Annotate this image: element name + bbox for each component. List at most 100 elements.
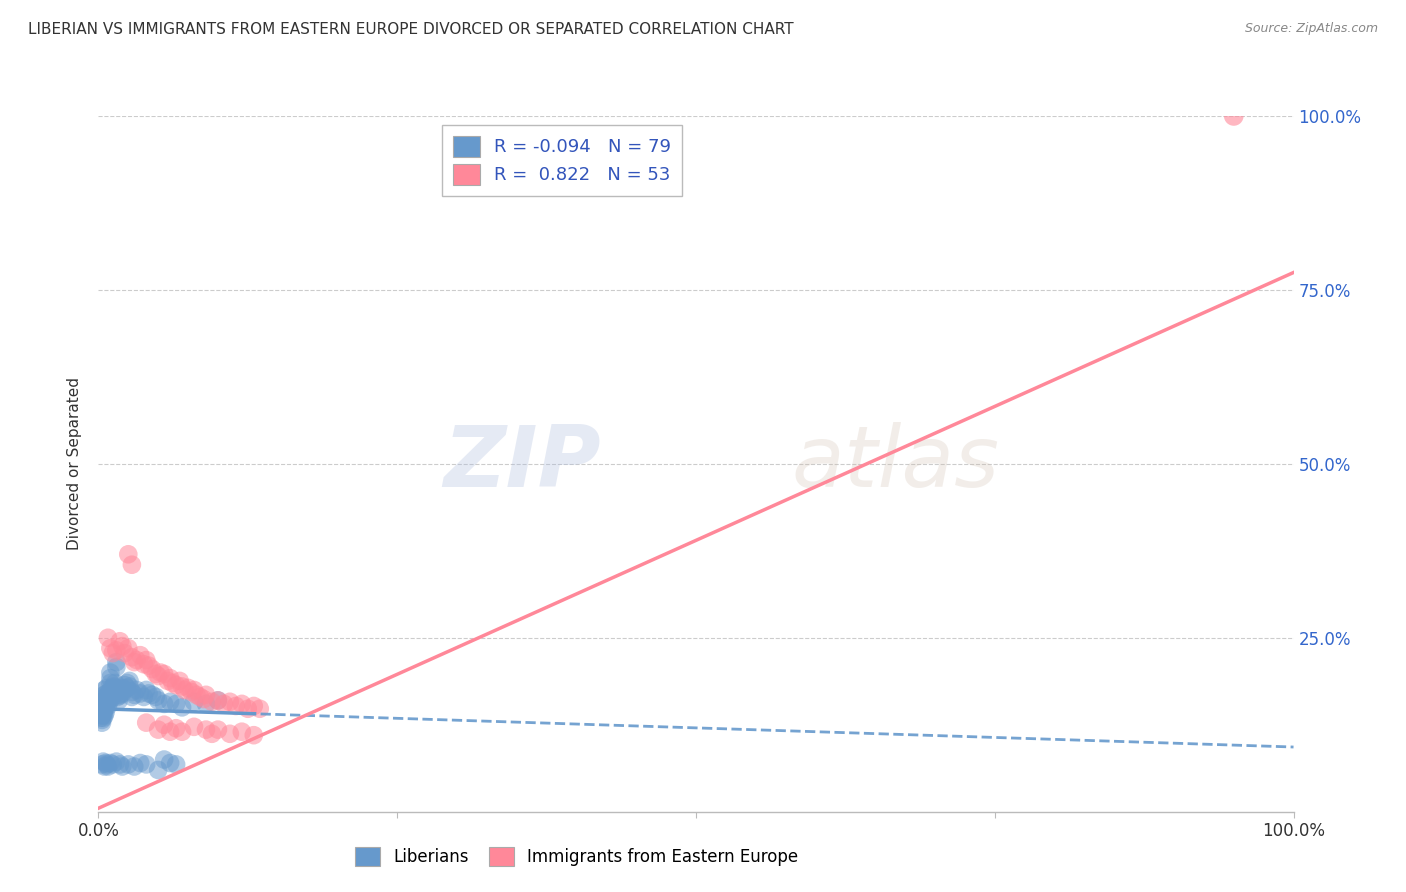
Point: [138, 658, 160, 673]
Point: [153, 753, 176, 767]
Point: [118, 680, 141, 694]
Point: [186, 688, 208, 702]
Point: [91, 706, 114, 720]
Point: [107, 685, 129, 699]
Point: [108, 634, 131, 648]
Point: [132, 657, 155, 672]
Point: [98, 665, 122, 680]
Point: [98, 676, 122, 690]
Point: [94, 700, 117, 714]
Point: [172, 680, 194, 694]
Point: [114, 683, 136, 698]
Point: [90, 700, 112, 714]
Point: [135, 757, 157, 772]
Point: [97, 698, 120, 713]
Point: [165, 757, 187, 772]
Point: [141, 688, 163, 702]
Point: [93, 693, 115, 707]
Point: [98, 756, 122, 770]
Point: [121, 558, 143, 572]
Point: [96, 757, 118, 772]
Point: [101, 688, 124, 702]
Point: [115, 676, 138, 690]
Point: [101, 646, 124, 660]
Point: [194, 697, 218, 711]
Point: [98, 685, 121, 699]
Point: [148, 669, 170, 683]
Point: [193, 692, 215, 706]
Legend: Liberians, Immigrants from Eastern Europe: Liberians, Immigrants from Eastern Europ…: [349, 840, 804, 873]
Point: [94, 705, 117, 719]
Point: [132, 690, 155, 704]
Point: [219, 695, 242, 709]
Point: [194, 723, 218, 737]
Point: [91, 697, 114, 711]
Point: [153, 717, 176, 731]
Text: atlas: atlas: [792, 422, 1000, 506]
Point: [91, 715, 114, 730]
Point: [94, 690, 117, 704]
Point: [98, 641, 122, 656]
Point: [91, 704, 114, 718]
Point: [118, 673, 141, 688]
Point: [91, 757, 114, 772]
Point: [135, 653, 157, 667]
Point: [93, 683, 115, 698]
Point: [90, 711, 112, 725]
Point: [115, 681, 138, 695]
Point: [153, 667, 176, 681]
Point: [129, 648, 152, 662]
Point: [225, 698, 247, 713]
Point: [124, 655, 146, 669]
Point: [249, 702, 271, 716]
Point: [108, 689, 131, 703]
Point: [172, 724, 194, 739]
Point: [108, 757, 131, 772]
Point: [114, 646, 136, 660]
Point: [93, 759, 115, 773]
Point: [100, 691, 122, 706]
Point: [183, 695, 205, 709]
Point: [107, 688, 129, 702]
Point: [100, 686, 122, 700]
Point: [121, 690, 143, 704]
Point: [94, 695, 117, 709]
Text: ZIP: ZIP: [443, 422, 600, 506]
Point: [114, 678, 136, 692]
Point: [90, 704, 112, 718]
Point: [207, 693, 229, 707]
Point: [135, 715, 157, 730]
Point: [145, 667, 167, 681]
Point: [108, 683, 131, 698]
Y-axis label: Divorced or Separated: Divorced or Separated: [67, 377, 83, 550]
Point: [173, 683, 195, 698]
Point: [129, 756, 152, 770]
Point: [105, 655, 128, 669]
Point: [121, 650, 143, 665]
Point: [96, 692, 118, 706]
Point: [141, 662, 163, 676]
Point: [91, 755, 114, 769]
Point: [165, 678, 187, 692]
Point: [93, 708, 115, 723]
Point: [201, 727, 224, 741]
Point: [105, 660, 128, 674]
Point: [135, 683, 157, 698]
Point: [207, 693, 229, 707]
Point: [165, 721, 187, 735]
Point: [165, 697, 187, 711]
Point: [97, 693, 120, 707]
Point: [159, 671, 181, 685]
Point: [105, 755, 128, 769]
Point: [201, 695, 224, 709]
Point: [236, 702, 259, 716]
Point: [180, 685, 202, 699]
Point: [159, 724, 181, 739]
Text: LIBERIAN VS IMMIGRANTS FROM EASTERN EUROPE DIVORCED OR SEPARATED CORRELATION CHA: LIBERIAN VS IMMIGRANTS FROM EASTERN EURO…: [28, 22, 794, 37]
Point: [121, 685, 143, 699]
Point: [101, 757, 124, 772]
Point: [100, 681, 122, 695]
Point: [93, 688, 115, 702]
Point: [219, 727, 242, 741]
Point: [243, 728, 266, 742]
